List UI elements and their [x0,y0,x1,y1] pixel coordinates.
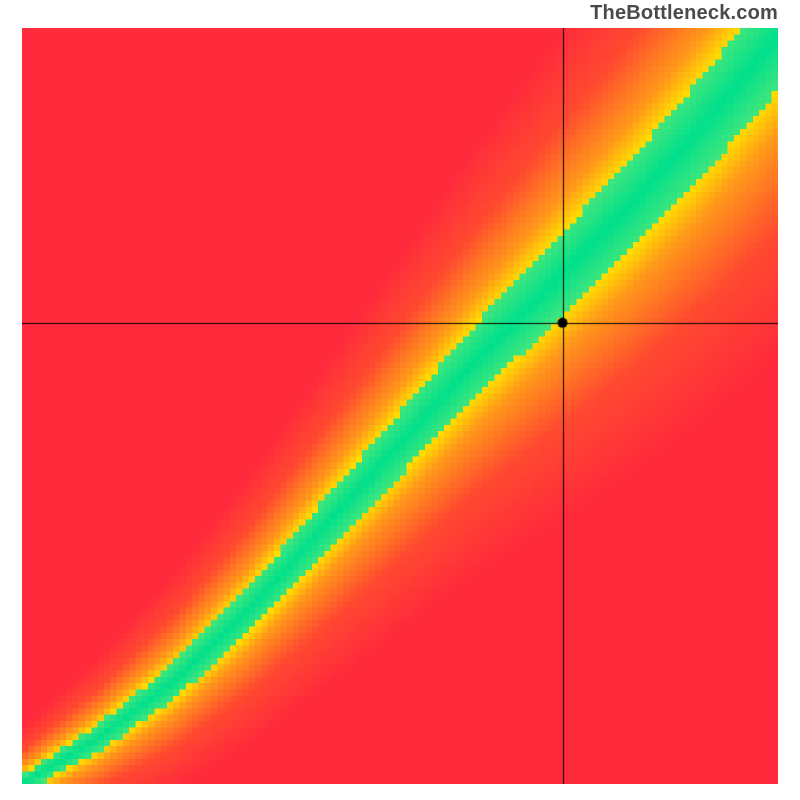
watermark-text: TheBottleneck.com [590,2,778,25]
crosshair-overlay [22,28,778,784]
